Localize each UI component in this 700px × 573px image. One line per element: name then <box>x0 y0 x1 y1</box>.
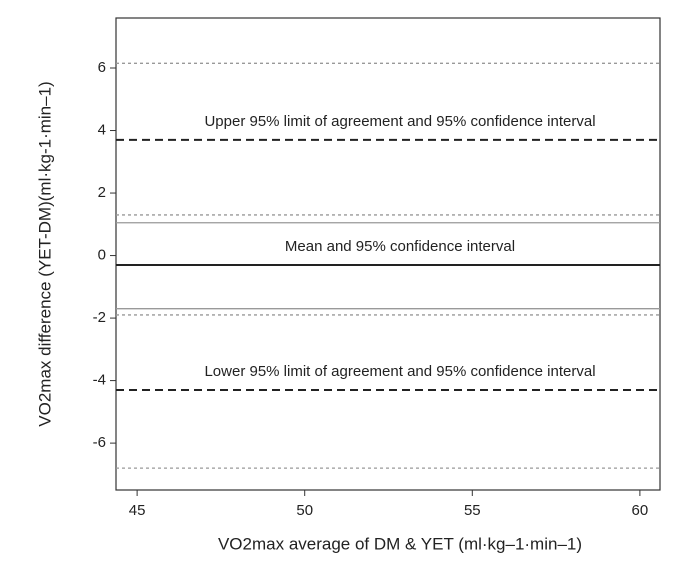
line-annotation: Mean and 95% confidence interval <box>285 238 515 255</box>
y-tick-label: 6 <box>98 59 106 76</box>
plot-frame <box>115 17 661 491</box>
y-tick-label: -6 <box>93 434 106 451</box>
x-axis-label: VO2max average of DM & YET (ml·kg–1·min–… <box>218 534 582 553</box>
line-annotation: Upper 95% limit of agreement and 95% con… <box>204 113 595 130</box>
x-tick-label: 50 <box>296 502 313 519</box>
y-axis-label: VO2max difference (YET-DM)(ml·kg-1·min–1… <box>35 81 54 426</box>
y-tick-label: -4 <box>93 372 106 389</box>
y-tick-label: -2 <box>93 309 106 326</box>
x-tick-label: 55 <box>464 502 481 519</box>
y-tick-label: 2 <box>98 184 106 201</box>
y-tick-label: 0 <box>98 247 106 264</box>
x-tick-label: 45 <box>129 502 146 519</box>
y-tick-label: 4 <box>98 121 106 138</box>
line-annotation: Lower 95% limit of agreement and 95% con… <box>204 363 595 380</box>
x-tick-label: 60 <box>632 502 649 519</box>
